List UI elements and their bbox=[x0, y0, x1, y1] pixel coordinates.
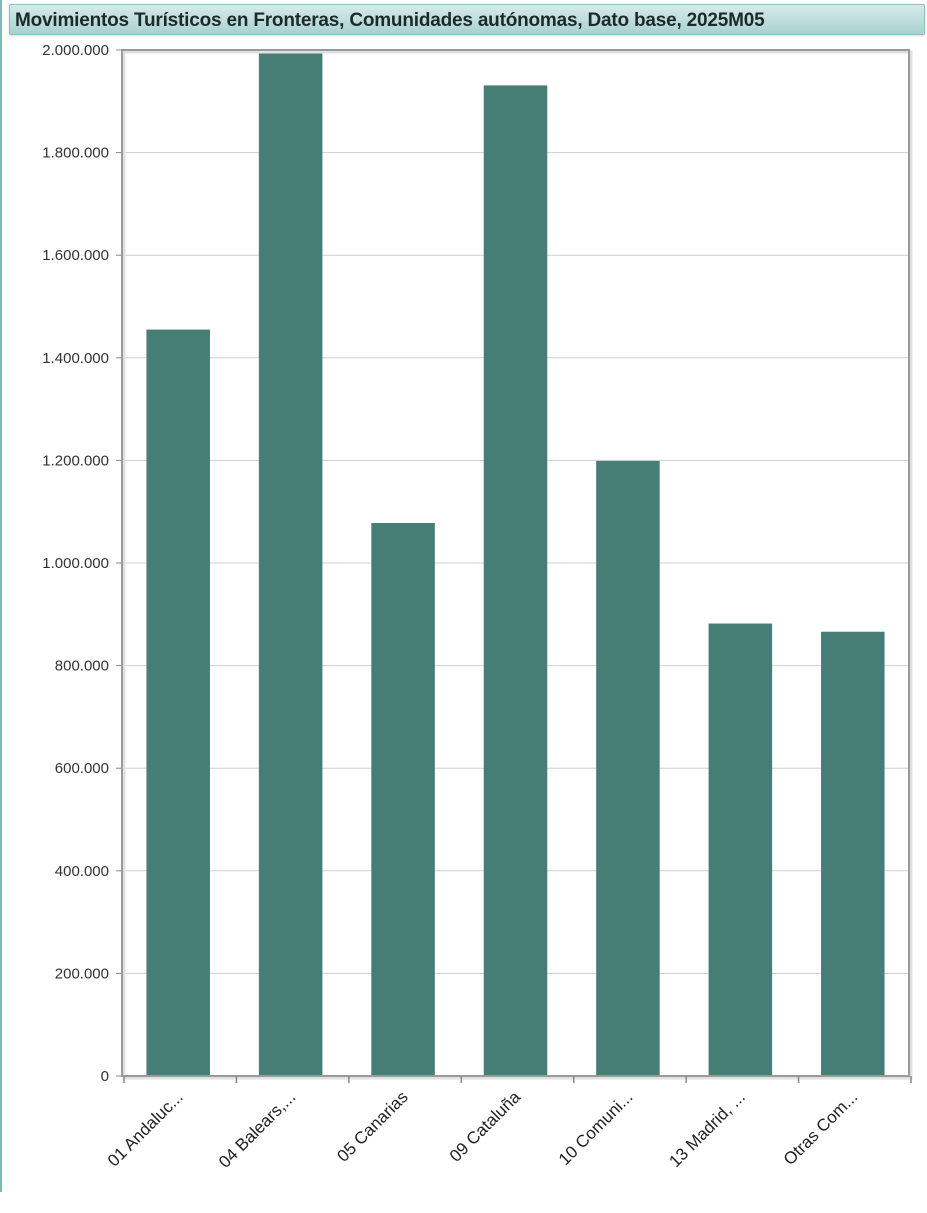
chart-title-bar: Movimientos Turísticos en Fronteras, Com… bbox=[9, 4, 925, 35]
x-category-label: 09 Cataluña bbox=[446, 1087, 525, 1166]
bar bbox=[371, 522, 435, 1076]
y-tick-label: 600.000 bbox=[55, 760, 109, 777]
y-tick-label: 1.000.000 bbox=[42, 555, 109, 572]
bar bbox=[708, 623, 773, 1076]
x-category-label: 01 Andaluc... bbox=[104, 1087, 187, 1170]
plot-frame-shadow bbox=[122, 50, 913, 1080]
y-tick-label: 400.000 bbox=[55, 863, 109, 880]
bar bbox=[146, 329, 210, 1077]
bar bbox=[258, 52, 323, 1076]
bar bbox=[596, 460, 660, 1077]
y-tick-label: 2.000.000 bbox=[42, 42, 109, 59]
y-tick-label: 1.800.000 bbox=[42, 145, 109, 162]
chart-title: Movimientos Turísticos en Fronteras, Com… bbox=[15, 10, 765, 31]
x-category-label: 13 Madrid, ... bbox=[665, 1087, 749, 1171]
x-category-label: 04 Balears,... bbox=[215, 1087, 299, 1171]
y-tick-label: 1.600.000 bbox=[42, 247, 109, 264]
x-category-label: 05 Canarias bbox=[333, 1087, 411, 1165]
y-tick-label: 200.000 bbox=[55, 965, 109, 982]
plot-frame bbox=[121, 49, 910, 1077]
y-tick-label: 0 bbox=[101, 1068, 109, 1085]
left-accent-rule bbox=[0, 0, 2, 1192]
y-tick-label: 1.400.000 bbox=[42, 350, 109, 367]
bar bbox=[821, 631, 885, 1076]
y-tick-label: 1.200.000 bbox=[42, 452, 109, 469]
x-category-label: Otras Com... bbox=[780, 1087, 862, 1169]
y-tick-label: 800.000 bbox=[55, 658, 109, 675]
x-category-label: 10 Comuni... bbox=[555, 1087, 637, 1169]
bar bbox=[483, 85, 548, 1077]
